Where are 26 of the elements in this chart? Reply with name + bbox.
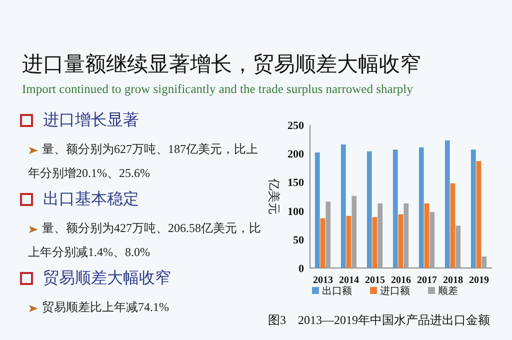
x-tick-label: 2014: [339, 275, 359, 286]
y-axis-title: 亿美元: [267, 178, 281, 214]
detail: 量、额分别为627万吨、187亿美元，比上年分别增20.1%、25.6%: [28, 141, 259, 182]
x-tick-label: 2016: [391, 275, 411, 286]
x-tick-label: 2013: [313, 275, 333, 286]
detail: 贸易顺差比上年减74.1%: [28, 295, 263, 319]
legend-label: 顺差: [438, 285, 458, 297]
y-tick-label: 0: [298, 263, 304, 275]
x-tick-label: 2017: [417, 275, 437, 286]
caption: 图3 2013—2019年中国水产品进出口金额: [268, 312, 490, 329]
y-tick-label: 50: [293, 234, 304, 246]
y-tick-label: 100: [288, 206, 304, 218]
x-tick-label: 2018: [443, 275, 463, 286]
legend-label: 进口额: [380, 285, 410, 297]
heading: 进口增长显著: [20, 110, 139, 131]
legend-label: 出口额: [322, 285, 352, 297]
heading: 贸易顺差大幅收窄: [20, 268, 171, 289]
x-tick-label: 2015: [365, 275, 385, 286]
y-tick-label: 200: [288, 148, 304, 161]
y-tick-label: 250: [288, 120, 304, 132]
x-tick-label: 2019: [469, 275, 489, 286]
detail: 量、额分别为427万吨、206.58亿美元，比上年分别减1.4%、8.0%: [28, 220, 262, 261]
subtitle: Import continued to grow significantly and the trade surplus narrowed sharply: [22, 82, 413, 97]
heading: 出口基本稳定: [20, 189, 139, 210]
title: 进口量额继续显著增长，贸易顺差大幅收窄: [22, 51, 421, 78]
y-tick-label: 150: [288, 177, 304, 190]
